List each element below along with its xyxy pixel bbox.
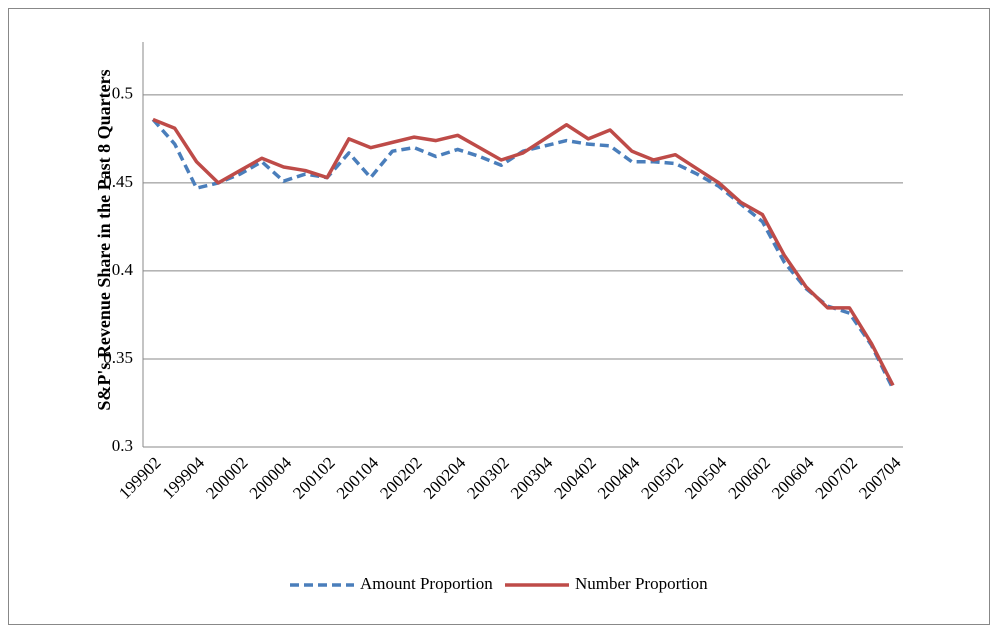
legend-label: Amount Proportion <box>360 574 493 593</box>
y-tick-label: 0.5 <box>112 84 133 103</box>
y-tick-label: 0.3 <box>112 436 133 455</box>
y-tick-label: 0.35 <box>103 348 133 367</box>
y-axis-label: S&P's Revenue Share in the Past 8 Quarte… <box>94 69 114 410</box>
chart-border <box>8 8 990 625</box>
line-series <box>152 117 895 387</box>
y-tick-label: 0.4 <box>112 260 134 279</box>
y-tick-label: 0.45 <box>103 172 133 191</box>
legend-label: Number Proportion <box>575 574 708 593</box>
